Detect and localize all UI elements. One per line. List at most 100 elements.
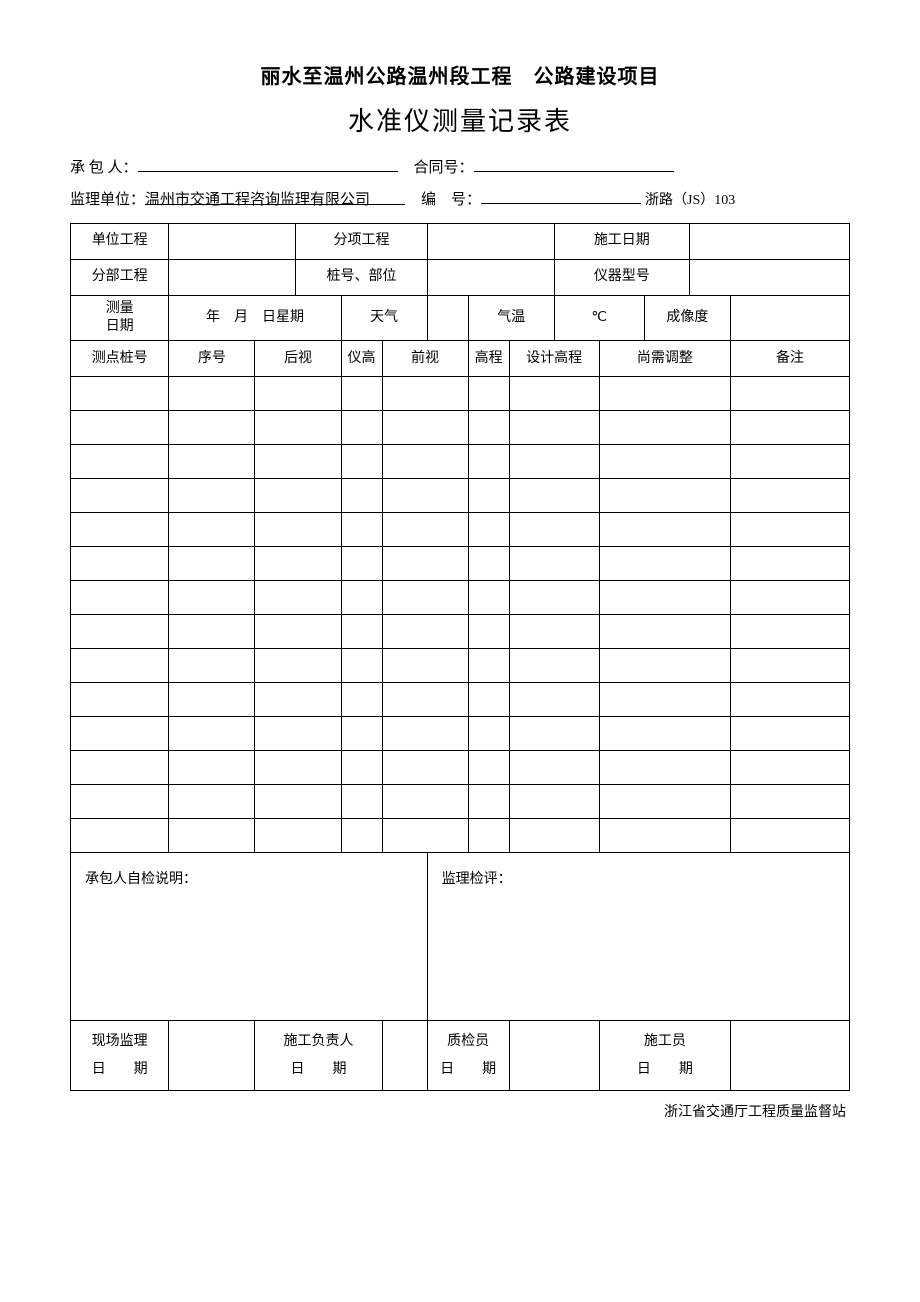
table-cell <box>382 377 468 411</box>
contract-no-value <box>474 152 674 172</box>
table-cell <box>599 513 730 547</box>
table-cell <box>71 649 169 683</box>
table-cell <box>509 479 599 513</box>
table-cell <box>341 649 382 683</box>
table-cell <box>169 411 255 445</box>
table-cell <box>509 751 599 785</box>
table-cell <box>169 547 255 581</box>
table-cell <box>255 479 341 513</box>
table-row <box>71 615 850 649</box>
table-row <box>71 819 850 853</box>
table-cell <box>382 479 468 513</box>
table-cell <box>255 751 341 785</box>
notes-row: 承包人自检说明： 监理检评： <box>71 853 850 1021</box>
supervisor-value: 温州市交通工程咨询监理有限公司 <box>145 185 405 205</box>
table-cell <box>341 581 382 615</box>
qc-label: 质检员日 期 <box>427 1021 509 1091</box>
table-cell <box>341 717 382 751</box>
table-cell <box>730 445 849 479</box>
imaging-label: 成像度 <box>644 296 730 341</box>
instrument-label: 仪器型号 <box>554 260 689 296</box>
table-cell <box>255 581 341 615</box>
table-cell <box>468 717 509 751</box>
column-header-row: 测点桩号 序号 后视 仪高 前视 高程 设计高程 尚需调整 备注 <box>71 341 850 377</box>
table-cell <box>468 785 509 819</box>
table-cell <box>382 785 468 819</box>
contractor-value <box>138 152 398 172</box>
instrument-value <box>689 260 849 296</box>
table-cell <box>71 547 169 581</box>
table-row <box>71 411 850 445</box>
table-cell <box>730 513 849 547</box>
table-cell <box>599 581 730 615</box>
table-row <box>71 547 850 581</box>
pile-part-value <box>427 260 554 296</box>
sub-item-value <box>427 224 554 260</box>
table-cell <box>730 411 849 445</box>
table-row <box>71 377 850 411</box>
table-row <box>71 513 850 547</box>
table-cell <box>341 751 382 785</box>
table-cell <box>341 819 382 853</box>
table-cell <box>468 411 509 445</box>
qc-value <box>509 1021 599 1091</box>
table-cell <box>341 547 382 581</box>
table-cell <box>341 615 382 649</box>
site-supervisor-value <box>169 1021 255 1091</box>
table-cell <box>71 785 169 819</box>
table-cell <box>599 377 730 411</box>
weather-label: 天气 <box>341 296 427 341</box>
measure-date-label: 测量日期 <box>71 296 169 341</box>
header-row-2: 分部工程 桩号、部位 仪器型号 <box>71 260 850 296</box>
supervisor-eval-cell: 监理检评： <box>427 853 849 1021</box>
col-point: 测点桩号 <box>71 341 169 377</box>
table-cell <box>255 513 341 547</box>
construction-date-value <box>689 224 849 260</box>
table-cell <box>468 683 509 717</box>
col-remark: 备注 <box>730 341 849 377</box>
header-row-1: 单位工程 分项工程 施工日期 <box>71 224 850 260</box>
table-cell <box>382 751 468 785</box>
table-cell <box>730 785 849 819</box>
table-cell <box>509 513 599 547</box>
table-cell <box>71 445 169 479</box>
table-cell <box>341 411 382 445</box>
table-row <box>71 751 850 785</box>
table-cell <box>255 683 341 717</box>
table-cell <box>71 411 169 445</box>
header-row-3: 测量日期 年 月 日星期 天气 气温 ℃ 成像度 <box>71 296 850 341</box>
worker-value <box>730 1021 849 1091</box>
table-cell <box>169 717 255 751</box>
contract-no-label: 合同号： <box>414 153 474 183</box>
table-cell <box>382 547 468 581</box>
section-value <box>169 260 296 296</box>
contractor-label: 承 包 人： <box>70 153 138 183</box>
table-row <box>71 479 850 513</box>
table-cell <box>169 479 255 513</box>
table-cell <box>169 649 255 683</box>
table-cell <box>169 683 255 717</box>
table-cell <box>599 819 730 853</box>
construction-head-label: 施工负责人日 期 <box>255 1021 382 1091</box>
table-cell <box>509 683 599 717</box>
table-cell <box>509 411 599 445</box>
table-cell <box>509 547 599 581</box>
ymd-label: 年 月 日星期 <box>169 296 341 341</box>
table-cell <box>382 445 468 479</box>
supervisor-label: 监理单位： <box>70 185 145 215</box>
col-fore: 前视 <box>382 341 468 377</box>
table-cell <box>509 377 599 411</box>
sub-item-label: 分项工程 <box>296 224 427 260</box>
table-cell <box>468 513 509 547</box>
table-cell <box>599 547 730 581</box>
table-cell <box>169 445 255 479</box>
self-check-cell: 承包人自检说明： <box>71 853 428 1021</box>
table-cell <box>730 581 849 615</box>
col-no: 序号 <box>169 341 255 377</box>
table-cell <box>71 683 169 717</box>
form-code: 浙路（JS）103 <box>645 187 735 215</box>
table-cell <box>468 377 509 411</box>
table-cell <box>255 377 341 411</box>
table-cell <box>509 717 599 751</box>
site-supervisor-label: 现场监理日 期 <box>71 1021 169 1091</box>
